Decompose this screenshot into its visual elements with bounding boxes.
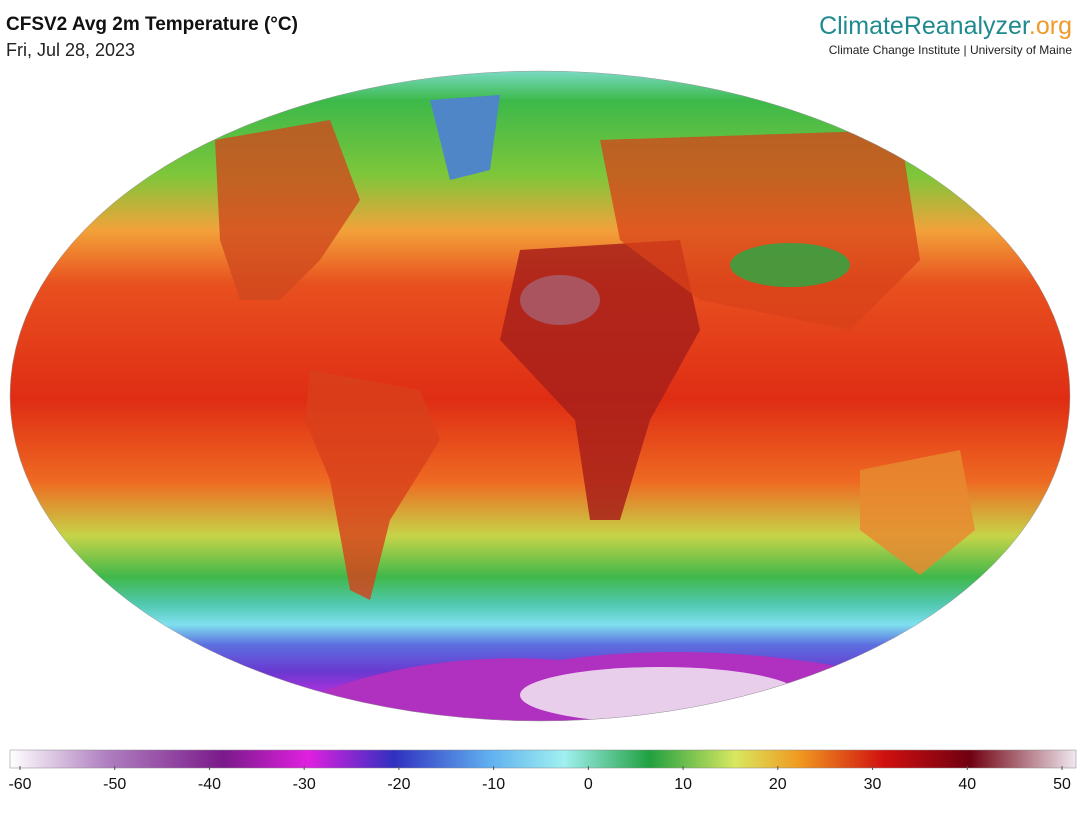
logo-name: ClimateReanalyzer [819, 12, 1029, 40]
logo-affiliation: Climate Change Institute | University of… [828, 43, 1072, 57]
colorbar [9, 749, 1077, 769]
colorbar-tick-label: -20 [387, 776, 410, 793]
colorbar-tick-label: 50 [1053, 776, 1071, 793]
map-title: CFSV2 Avg 2m Temperature (°C) [6, 14, 298, 35]
map-field [10, 71, 1070, 721]
colorbar-tick-label: 10 [674, 776, 692, 793]
colorbar-tick-label: -50 [103, 776, 126, 793]
colorbar-tick-label: 0 [584, 776, 593, 793]
logo: ClimateReanalyzer.org Climate Change Ins… [819, 12, 1072, 57]
colorbar-tick-label: 30 [864, 776, 882, 793]
logo-suffix: .org [1028, 12, 1072, 40]
colorbar-tick-label: 40 [958, 776, 976, 793]
colorbar-tick-label: -30 [293, 776, 316, 793]
colorbar-tick-label: -10 [482, 776, 505, 793]
colorbar-tick-label: 20 [769, 776, 787, 793]
map-date: Fri, Jul 28, 2023 [6, 40, 136, 60]
colorbar-tick-label: -40 [198, 776, 221, 793]
colorbar-tick-label: -60 [8, 776, 31, 793]
